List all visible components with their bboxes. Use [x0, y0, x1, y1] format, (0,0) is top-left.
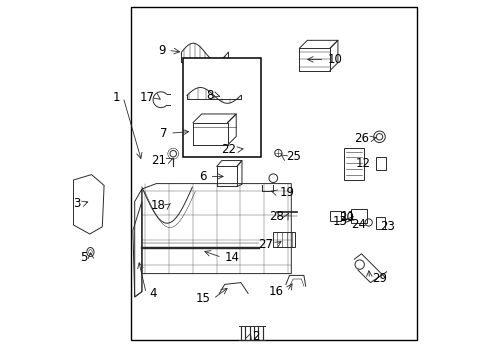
- Text: 26: 26: [353, 132, 368, 145]
- Text: 19: 19: [279, 186, 294, 199]
- Bar: [375, 157, 385, 170]
- Text: 17: 17: [139, 91, 154, 104]
- Text: 23: 23: [380, 220, 395, 233]
- Text: 28: 28: [269, 210, 284, 222]
- Text: 27: 27: [258, 238, 273, 251]
- Text: 14: 14: [224, 251, 239, 264]
- Text: 3: 3: [73, 197, 81, 210]
- Text: 8: 8: [206, 89, 213, 102]
- Bar: [329, 211, 340, 221]
- Text: 6: 6: [199, 170, 206, 183]
- Text: 24: 24: [350, 219, 366, 231]
- Text: 22: 22: [221, 143, 236, 156]
- Text: 7: 7: [159, 127, 167, 140]
- Text: 9: 9: [158, 44, 165, 57]
- Bar: [273, 232, 294, 247]
- Text: 13: 13: [331, 215, 346, 228]
- Text: 25: 25: [286, 150, 301, 163]
- Text: 1: 1: [113, 91, 120, 104]
- Text: 21: 21: [151, 154, 166, 167]
- Bar: [344, 148, 364, 180]
- Text: 10: 10: [326, 53, 342, 66]
- Bar: [183, 58, 260, 157]
- Bar: [350, 209, 366, 223]
- Text: 2: 2: [252, 330, 260, 343]
- Text: 15: 15: [195, 292, 210, 305]
- Text: 16: 16: [268, 285, 284, 298]
- Text: 5: 5: [81, 251, 88, 264]
- Bar: [131, 7, 416, 340]
- Text: 29: 29: [371, 273, 386, 285]
- Text: 12: 12: [355, 157, 370, 170]
- Text: 18: 18: [150, 199, 165, 212]
- Bar: [242, 145, 250, 152]
- Text: 11: 11: [341, 210, 355, 222]
- Text: 20: 20: [338, 211, 353, 224]
- Text: 4: 4: [149, 287, 156, 300]
- Bar: [375, 217, 385, 229]
